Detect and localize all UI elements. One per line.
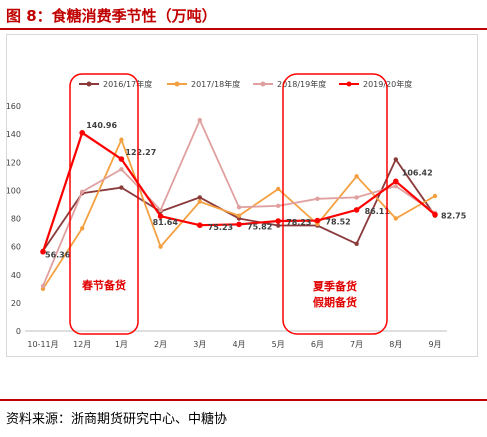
x-tick-label: 4月 <box>232 340 245 349</box>
series-group <box>40 117 438 292</box>
x-tick-label: 10-11月 <box>27 340 58 349</box>
series-point <box>197 117 202 123</box>
annotations: 春节备货 夏季备货 假期备货 <box>69 73 388 335</box>
data-label: 75.82 <box>247 222 272 231</box>
data-label: 81.64 <box>153 218 179 227</box>
series-point <box>393 157 398 162</box>
x-tick-label: 7月 <box>350 340 363 349</box>
spring-highlight-box <box>69 73 139 335</box>
legend-marker <box>86 81 92 87</box>
series-point <box>276 203 281 209</box>
x-tick-label: 6月 <box>311 340 324 349</box>
x-tick-label: 2月 <box>154 340 167 349</box>
series-point <box>315 196 320 202</box>
data-label: 122.27 <box>125 148 156 157</box>
series-point <box>353 207 360 213</box>
series-point <box>393 183 398 189</box>
legend-label: 2017/18年度 <box>191 79 240 89</box>
series-point <box>276 186 281 192</box>
legend-label: 2016/17年度 <box>103 79 152 89</box>
y-tick-label: 20 <box>11 299 21 308</box>
legend-marker <box>346 81 352 87</box>
line-chart: 0 20 40 60 80 100 120 140 160 10-11月 12月 1月 2月 3月 4月 5… <box>7 73 467 349</box>
data-label: 82.75 <box>441 212 467 221</box>
series-point <box>80 189 85 194</box>
data-label: 140.96 <box>86 121 117 130</box>
y-tick-label: 100 <box>7 186 21 195</box>
series-point <box>393 178 399 185</box>
series-point <box>432 211 438 218</box>
x-tick-label: 1月 <box>115 340 128 349</box>
summer-highlight-box <box>282 73 388 335</box>
spring-annotation-label: 春节备货 <box>82 278 126 292</box>
y-tick-label: 80 <box>11 215 21 224</box>
series-point <box>236 213 242 218</box>
series-point <box>197 222 203 229</box>
title-bar: 图 8：食糖消费季节性（万吨） <box>0 0 487 30</box>
series-point <box>393 216 398 221</box>
series-point <box>119 167 124 172</box>
data-labels: 56.36 140.96 122.27 81.64 75.23 75.82 78.23 78.… <box>45 121 467 260</box>
footer-rule <box>0 399 487 401</box>
y-tick-label: 60 <box>11 243 21 252</box>
y-tick-label: 40 <box>11 271 21 280</box>
y-tick-label: 0 <box>16 327 21 336</box>
x-tick-label: 3月 <box>193 340 206 349</box>
x-tick-label: 5月 <box>272 340 285 349</box>
series-point <box>118 156 125 162</box>
holiday-annotation-label: 假期备货 <box>313 295 357 309</box>
legend-marker <box>260 81 266 87</box>
series-point <box>275 218 282 224</box>
legend-label: 2018/19年度 <box>277 79 326 89</box>
y-tick-label: 160 <box>7 102 21 111</box>
source-note: 资料来源：浙商期货研究中心、中糖协 <box>6 412 228 427</box>
series-point <box>157 213 164 219</box>
series-point <box>276 223 281 228</box>
series-point <box>40 283 46 289</box>
x-axis: 10-11月 12月 1月 2月 3月 4月 5月 6月 7月 8月 9月 <box>25 330 447 349</box>
legend-label: 2019/20年度 <box>363 79 412 89</box>
series-point <box>236 221 242 228</box>
x-tick-label: 12月 <box>73 340 91 349</box>
data-label: 106.42 <box>402 168 433 177</box>
series-point <box>40 248 46 255</box>
series-point <box>236 205 242 210</box>
series-point <box>119 185 124 190</box>
series-point <box>432 193 438 199</box>
x-tick-label: 8月 <box>389 340 402 349</box>
series-point <box>197 195 202 200</box>
series-point <box>314 217 321 224</box>
legend-marker <box>174 81 180 87</box>
data-label: 78.52 <box>325 218 350 227</box>
series-point <box>197 199 202 204</box>
data-label: 86.11 <box>365 207 391 216</box>
legend: 2016/17年度 2017/18年度 2018/19年度 2019/20年度 <box>79 79 412 89</box>
series-point <box>80 226 85 231</box>
summer-annotation-label: 夏季备货 <box>313 279 357 293</box>
series-point <box>158 244 163 249</box>
chart-frame: 0 20 40 60 80 100 120 140 160 10-11月 12月 1月 2月 3月 4月 5… <box>6 34 478 357</box>
series-point <box>119 137 124 142</box>
series-point <box>354 174 359 179</box>
y-tick-label: 120 <box>7 158 21 167</box>
series-point <box>354 241 359 247</box>
series-point <box>354 195 359 200</box>
data-label: 78.23 <box>286 218 311 227</box>
series-point <box>158 207 163 213</box>
series-point <box>79 129 85 136</box>
data-label: 75.23 <box>208 223 233 232</box>
y-axis: 0 20 40 60 80 100 120 140 160 <box>7 102 21 336</box>
data-label: 56.36 <box>45 251 71 260</box>
y-tick-label: 140 <box>7 130 21 139</box>
figure-title: 图 8：食糖消费季节性（万吨） <box>6 7 217 25</box>
x-tick-label: 9月 <box>428 340 441 349</box>
